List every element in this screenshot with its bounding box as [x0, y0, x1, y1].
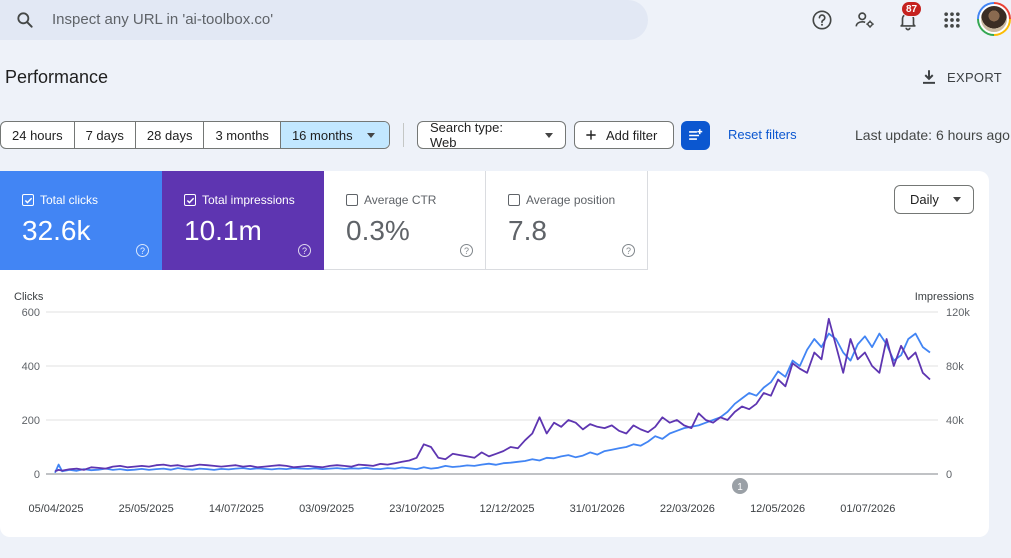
- metric-label-row: Average position: [508, 193, 615, 207]
- checkbox-unchecked-icon[interactable]: [508, 194, 520, 206]
- x-tick-label: 23/10/2025: [389, 503, 444, 515]
- url-inspect-search[interactable]: Inspect any URL in 'ai-toolbox.co': [0, 0, 648, 40]
- y-right-axis-title: Impressions: [915, 291, 975, 303]
- y-left-tick-label: 200: [22, 415, 40, 427]
- x-tick-label: 12/12/2025: [479, 503, 534, 515]
- filter-options-button[interactable]: [681, 121, 710, 150]
- y-right-tick-label: 120k: [946, 307, 970, 319]
- range-label: 16 months: [291, 127, 353, 143]
- annotation-marker: [732, 478, 748, 494]
- search-type-dropdown[interactable]: Search type: Web: [417, 120, 566, 150]
- checkbox-checked-icon[interactable]: [184, 194, 196, 206]
- range-24-hours[interactable]: 24 hours: [1, 122, 75, 148]
- metric-card-total-clicks[interactable]: Total clicks 32.6k ?: [0, 171, 162, 270]
- x-tick-label: 14/07/2025: [209, 503, 264, 515]
- granularity-dropdown[interactable]: Daily: [894, 185, 974, 214]
- plus-icon: [586, 130, 596, 140]
- search-icon: [15, 10, 35, 30]
- y-right-tick-label: 40k: [946, 415, 964, 427]
- y-left-tick-label: 0: [34, 469, 40, 481]
- range-16-months[interactable]: 16 months: [280, 122, 389, 148]
- metric-card-average-position[interactable]: Average position 7.8 ?: [486, 171, 648, 270]
- help-icon[interactable]: ?: [298, 244, 311, 257]
- y-right-tick-label: 0: [946, 469, 952, 481]
- add-filter-label: Add filter: [606, 127, 658, 143]
- chevron-down-icon: [952, 197, 961, 202]
- add-filter-button[interactable]: Add filter: [574, 121, 674, 149]
- last-update-text: Last update: 6 hours ago: [855, 127, 1010, 143]
- avatar[interactable]: [977, 2, 1011, 36]
- search-type-label: Search type: Web: [430, 120, 503, 150]
- filter-list-icon: [689, 129, 703, 140]
- apps-grid-icon[interactable]: [940, 8, 964, 32]
- page-title: Performance: [5, 67, 109, 87]
- y-left-tick-label: 400: [22, 361, 40, 373]
- metric-value: 7.8: [508, 215, 547, 246]
- range-28-days[interactable]: 28 days: [136, 122, 205, 148]
- metric-label-row: Total impressions: [184, 193, 295, 207]
- y-left-tick-label: 600: [22, 307, 40, 319]
- metric-label: Average CTR: [364, 193, 437, 207]
- metric-value: 10.1m: [184, 215, 262, 246]
- y-left-axis-title: Clicks: [14, 291, 44, 303]
- range-7-days[interactable]: 7 days: [75, 122, 136, 148]
- performance-chart: Clicks Impressions 0 0 200 40k 400 80k 600 120k 05…: [14, 291, 975, 515]
- metric-value: 0.3%: [346, 215, 410, 246]
- metric-value: 32.6k: [22, 215, 91, 246]
- help-icon[interactable]: ?: [460, 244, 473, 257]
- series-line-clicks: [54, 332, 931, 474]
- annotation-label: 1: [737, 482, 743, 493]
- range-label: 24 hours: [12, 127, 63, 143]
- metric-card-total-impressions[interactable]: Total impressions 10.1m ?: [162, 171, 324, 270]
- checkbox-unchecked-icon[interactable]: [346, 194, 358, 206]
- range-label: 7 days: [85, 127, 124, 143]
- granularity-label: Daily: [910, 192, 939, 207]
- series-line-impressions: [54, 317, 931, 473]
- range-label: 3 months: [215, 127, 269, 143]
- metric-card-average-ctr[interactable]: Average CTR 0.3% ?: [324, 171, 486, 270]
- metric-label: Total impressions: [202, 193, 295, 207]
- export-button[interactable]: EXPORT: [920, 66, 1002, 88]
- range-label: 28 days: [146, 127, 193, 143]
- x-tick-label: 01/07/2026: [840, 503, 895, 515]
- x-tick-label: 31/01/2026: [570, 503, 625, 515]
- metric-label-row: Total clicks: [22, 193, 98, 207]
- notification-count-badge: 87: [901, 1, 922, 17]
- search-placeholder: Inspect any URL in 'ai-toolbox.co': [52, 11, 274, 28]
- range-3-months[interactable]: 3 months: [204, 122, 281, 148]
- x-tick-label: 03/09/2025: [299, 503, 354, 515]
- export-label: EXPORT: [947, 69, 1003, 85]
- help-icon[interactable]: [810, 8, 834, 32]
- date-range-selector: 24 hours 7 days 28 days 3 months 16 mont…: [0, 121, 390, 149]
- x-tick-label: 05/04/2025: [28, 503, 83, 515]
- metric-label: Average position: [526, 193, 616, 207]
- reset-filters-link[interactable]: Reset filters: [728, 127, 797, 142]
- download-icon: [923, 70, 935, 84]
- help-icon[interactable]: ?: [136, 244, 149, 257]
- x-tick-label: 12/05/2026: [750, 503, 805, 515]
- manage-accounts-icon[interactable]: [853, 8, 877, 32]
- top-bar: Inspect any URL in 'ai-toolbox.co' 87: [0, 0, 1011, 40]
- divider: [403, 123, 404, 147]
- y-right-tick-label: 80k: [946, 361, 964, 373]
- checkbox-checked-icon[interactable]: [22, 194, 34, 206]
- chevron-down-icon: [545, 132, 553, 138]
- metric-label: Total clicks: [40, 193, 99, 207]
- chevron-down-icon: [366, 132, 375, 138]
- metric-label-row: Average CTR: [346, 193, 436, 207]
- x-tick-label: 22/03/2026: [660, 503, 715, 515]
- x-tick-label: 25/05/2025: [119, 503, 174, 515]
- help-icon[interactable]: ?: [622, 244, 635, 257]
